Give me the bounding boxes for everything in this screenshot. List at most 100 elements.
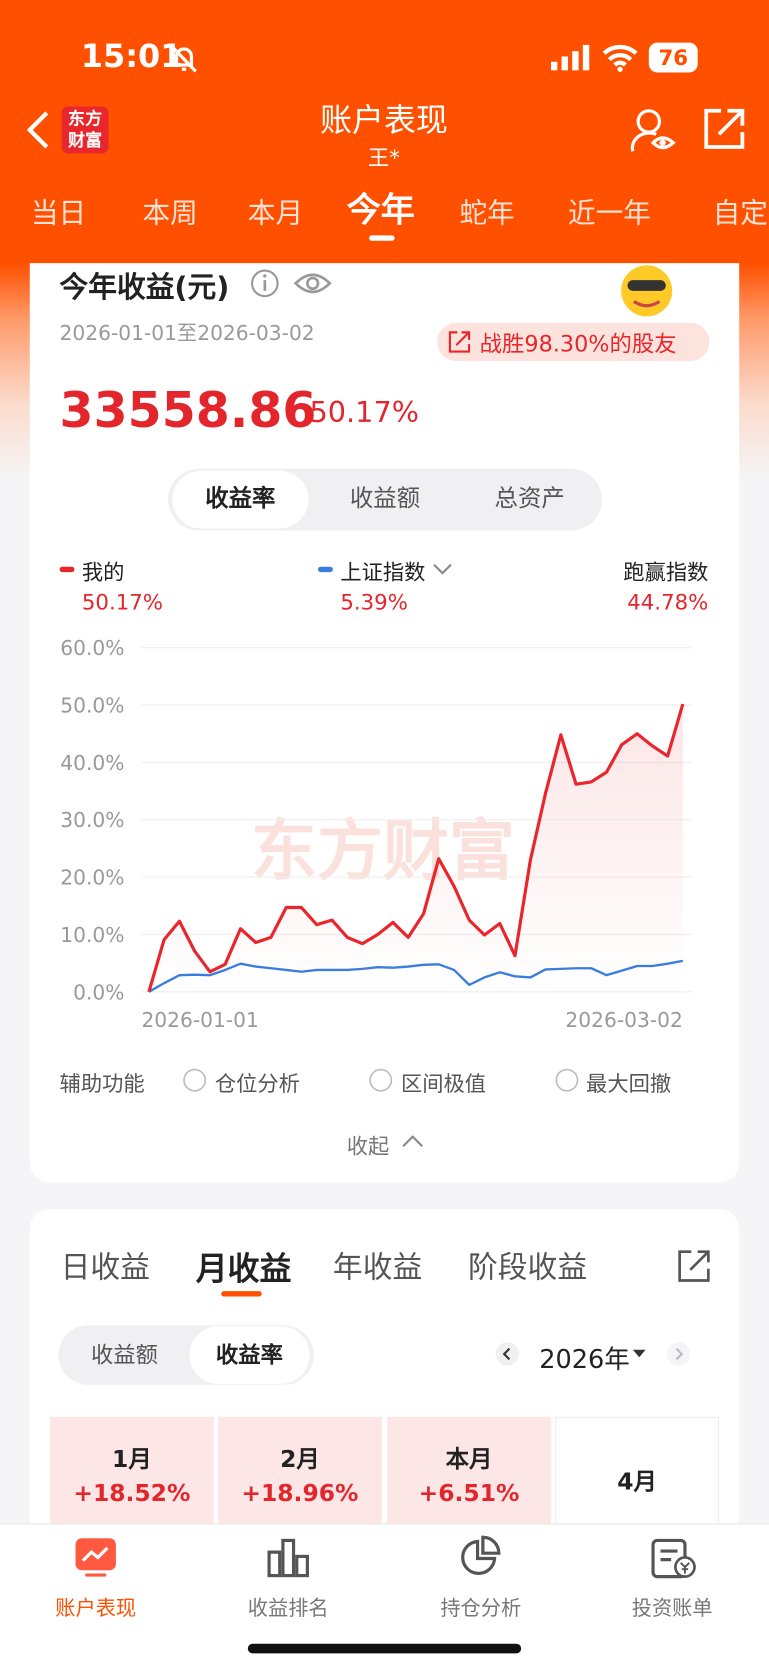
x-tick-label: 2026-03-02 [565, 1008, 682, 1032]
battery: 76 [648, 42, 698, 73]
collapse-button[interactable]: 收起 [346, 1133, 390, 1160]
y-tick-label: 10.0% [60, 923, 124, 947]
section-tab-active[interactable]: 月收益 [195, 1250, 292, 1288]
section-tab[interactable]: 阶段收益 [467, 1249, 588, 1285]
dropdown-icon[interactable] [432, 561, 453, 576]
month-label: 本月 [445, 1446, 493, 1474]
y-tick-label: 40.0% [60, 751, 124, 775]
radio[interactable] [554, 1067, 580, 1093]
badge-bg [437, 322, 710, 362]
legend-swatch [318, 566, 333, 573]
nav-label[interactable]: 投资账单 [631, 1596, 713, 1621]
line-chart: 0.0% 10.0% 20.0% 30.0% 40.0% 50.0% 60.0% 2026-0… [60, 636, 692, 1032]
period-tab[interactable]: 蛇年 [459, 198, 515, 231]
legend-value: 50.17% [81, 589, 164, 615]
period-tab[interactable]: 近一年 [567, 198, 651, 231]
radio[interactable] [182, 1067, 208, 1093]
back-button[interactable] [21, 109, 53, 152]
section-tab[interactable]: 年收益 [332, 1249, 423, 1285]
share-icon[interactable] [676, 1247, 712, 1283]
outperform-value: 44.78% [627, 589, 709, 615]
legend-name: 我的 [81, 559, 125, 585]
nav-label-active[interactable]: 账户表现 [55, 1596, 137, 1621]
share-icon[interactable] [702, 107, 747, 152]
section-tab[interactable]: 日收益 [60, 1249, 150, 1285]
y-tick-label: 0.0% [73, 980, 124, 1004]
month-cell[interactable]: 2月 +18.96% [218, 1416, 382, 1535]
nav-icon[interactable] [458, 1535, 501, 1578]
tools-label: 辅助功能 [59, 1070, 145, 1097]
y-tick-label: 20.0% [60, 866, 124, 890]
nav-label[interactable]: 持仓分析 [440, 1596, 522, 1621]
year-select[interactable]: 2026年 [539, 1344, 630, 1375]
mascot [621, 265, 673, 317]
info-eye-icons[interactable] [249, 267, 347, 299]
legend-swatch [59, 566, 75, 573]
nav-icon[interactable] [266, 1537, 311, 1578]
outperform-label: 跑赢指数 [623, 559, 709, 585]
badge[interactable]: 战胜98.30%的股友 [479, 331, 677, 357]
tool-option[interactable]: 区间极值 [400, 1070, 487, 1097]
home-indicator [247, 1643, 522, 1654]
chart-toggle: 收益率 收益额 总资产 [168, 468, 602, 531]
signal-icon [550, 44, 590, 71]
collapse-icon[interactable] [400, 1132, 426, 1149]
date-range: 2026-01-01至2026-03-02 [59, 321, 315, 346]
wifi-icon [602, 44, 638, 72]
month-cell[interactable]: 4月 [555, 1416, 719, 1535]
y-tick-label: 60.0% [60, 636, 124, 660]
toggle-option[interactable]: 收益率 [172, 470, 309, 529]
month-cell[interactable]: 本月 +6.51% [387, 1416, 551, 1535]
prev-year[interactable] [495, 1341, 521, 1367]
line-series [147, 703, 685, 993]
month-value: +18.52% [73, 1480, 191, 1508]
nav-icon[interactable] [650, 1535, 697, 1580]
y-tick-label: 50.0% [60, 693, 124, 717]
next-year[interactable] [666, 1341, 692, 1367]
month-label: 4月 [617, 1469, 657, 1496]
badge-icon [448, 331, 471, 353]
radio[interactable] [368, 1067, 394, 1093]
year-caret[interactable] [632, 1349, 647, 1360]
tool-option[interactable]: 仓位分析 [214, 1070, 300, 1097]
legend-name[interactable]: 上证指数 [340, 559, 426, 585]
time: 15:01 [80, 38, 183, 76]
period-tab[interactable]: 本月 [247, 198, 304, 231]
period-tab[interactable]: 自定 [712, 198, 768, 231]
period-tab-active[interactable]: 今年 [346, 189, 415, 231]
account-name: 王* [368, 144, 400, 171]
period-tab[interactable]: 本周 [142, 198, 198, 231]
month-label: 2月 [280, 1446, 320, 1474]
toggle-option[interactable]: 收益率 [189, 1326, 310, 1384]
period-tab[interactable]: 当日 [30, 198, 87, 231]
mute-icon [171, 45, 197, 73]
tab-indicator [369, 235, 395, 241]
profit-amount: 33558.86 [59, 381, 317, 439]
tab-indicator [221, 1291, 262, 1297]
toggle-option[interactable]: 收益额 [90, 1342, 158, 1368]
nav-icon[interactable] [74, 1537, 117, 1577]
y-tick-label: 30.0% [60, 808, 124, 832]
toggle-option[interactable]: 收益额 [349, 485, 421, 513]
month-value: +6.51% [418, 1480, 520, 1508]
amount-rate-toggle: 收益额 收益率 [58, 1325, 314, 1385]
month-label: 1月 [112, 1446, 152, 1474]
card-title: 今年收益(元) [59, 271, 230, 305]
bottom-nav [0, 1523, 769, 1665]
nav-label[interactable]: 收益排名 [247, 1596, 329, 1621]
line-series [148, 959, 684, 993]
month-cell[interactable]: 1月 +18.52% [49, 1416, 214, 1535]
tool-option[interactable]: 最大回撤 [586, 1070, 672, 1097]
user-eye-icon[interactable] [630, 107, 677, 156]
toggle-option[interactable]: 总资产 [494, 485, 565, 513]
month-value: +18.96% [241, 1480, 359, 1508]
logo: 东方财富 [61, 106, 109, 154]
profit-rate: 50.17% [309, 396, 420, 430]
page-title: 账户表现 [320, 102, 448, 140]
x-tick-label: 2026-01-01 [141, 1008, 258, 1032]
legend-value: 5.39% [340, 589, 408, 615]
profit-card [29, 263, 740, 1183]
area-fill [148, 704, 683, 992]
